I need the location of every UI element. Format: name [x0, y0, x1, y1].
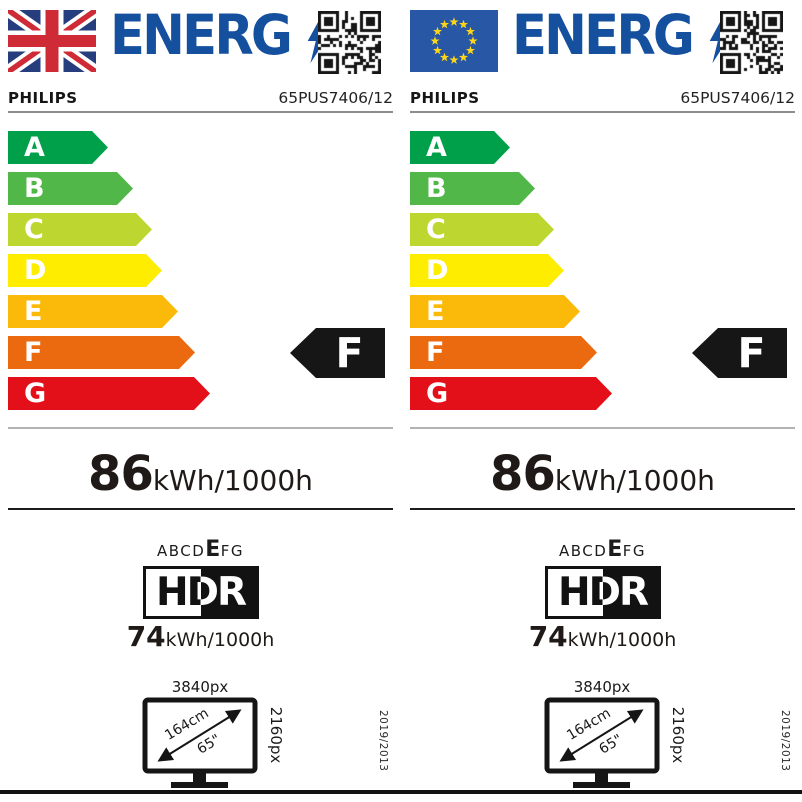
- vertical-resolution: 2160px: [669, 707, 687, 764]
- energy-class-arrow-b: B: [8, 172, 133, 205]
- sdr-consumption: 86 kWh/1000h: [8, 446, 393, 502]
- energy-class-arrow-f: F: [8, 336, 195, 369]
- horizontal-resolution: 3840px: [574, 678, 631, 696]
- class-letter: C: [24, 214, 44, 245]
- class-letter: F: [24, 337, 43, 368]
- hdr-class-scale: ABCD E FG: [410, 537, 795, 562]
- energy-class-arrow-f: F: [410, 336, 597, 369]
- sdr-consumption-value: 86: [490, 446, 556, 502]
- energy-class-arrow-d: D: [8, 254, 162, 287]
- hdr-logo-text: HDR: [155, 570, 247, 615]
- hdr-logo-dark-half: [602, 569, 658, 616]
- regulation-reference: 2019/2013: [779, 710, 791, 772]
- brand-row: PHILIPS 65PUS7406/12: [8, 89, 393, 107]
- hdr-consumption-value: 74: [528, 620, 568, 653]
- eu-flag-icon: [410, 10, 498, 72]
- qr-code: [720, 11, 783, 74]
- class-letter: B: [24, 173, 45, 204]
- model-number: 65PUS7406/12: [680, 89, 795, 107]
- hdr-logo: HDR HDR: [544, 566, 661, 619]
- energ-logo-text: ENERG: [512, 3, 695, 67]
- hdr-class-scale: ABCD E FG: [8, 537, 393, 562]
- energy-class-arrow-e: E: [8, 295, 178, 328]
- hdr-scale-current: E: [607, 537, 623, 562]
- class-letter: E: [24, 296, 43, 327]
- class-letter: F: [426, 337, 445, 368]
- rating-indicator-arrow: F: [290, 328, 385, 378]
- energ-logo: ENERG: [512, 3, 734, 70]
- hdr-logo-dark-half: [200, 569, 256, 616]
- class-letter: D: [426, 255, 449, 286]
- screen-diagram: 3840px 164cm 65" 2160px: [544, 678, 687, 788]
- class-letter: B: [426, 173, 447, 204]
- energy-class-arrow-c: C: [8, 213, 152, 246]
- hdr-consumption: 74 kWh/1000h: [8, 620, 393, 653]
- class-letter: E: [426, 296, 445, 327]
- hdr-consumption-unit: kWh/1000h: [165, 629, 275, 651]
- horizontal-resolution: 3840px: [172, 678, 229, 696]
- hdr-logo-text: HDR: [557, 570, 649, 615]
- hdr-scale-after: FG: [220, 542, 245, 560]
- rating-indicator-arrow: F: [692, 328, 787, 378]
- regulation-reference: 2019/2013: [377, 710, 389, 772]
- consumption-divider: [410, 508, 795, 510]
- energy-class-arrow-g: G: [8, 377, 210, 410]
- scale-divider: [410, 427, 795, 429]
- class-letter: D: [24, 255, 47, 286]
- hdr-consumption-value: 74: [126, 620, 166, 653]
- class-letter: A: [426, 132, 447, 163]
- hdr-scale-before: ABCD: [156, 542, 206, 560]
- header-divider: [8, 111, 393, 113]
- brand-row: PHILIPS 65PUS7406/12: [410, 89, 795, 107]
- brand-name: PHILIPS: [410, 89, 480, 107]
- sdr-consumption-unit: kWh/1000h: [152, 464, 313, 497]
- diagonal-arrow: [559, 709, 644, 762]
- tv-stand-neck: [193, 771, 206, 782]
- scale-divider: [8, 427, 393, 429]
- hdr-logo-text-inverse: HDR: [557, 570, 650, 615]
- energy-class-arrow-g: G: [410, 377, 612, 410]
- hdr-consumption-unit: kWh/1000h: [567, 629, 677, 651]
- class-letter: C: [426, 214, 446, 245]
- diagonal-arrow: [157, 709, 242, 762]
- vertical-resolution: 2160px: [267, 707, 285, 764]
- hdr-logo: HDR HDR: [142, 566, 259, 619]
- energy-label-uk: ENERG PHILIPS 65PUS7406/12 A B C D E F G…: [8, 0, 393, 802]
- energy-class-arrow-c: C: [410, 213, 554, 246]
- model-number: 65PUS7406/12: [278, 89, 393, 107]
- class-letter: A: [24, 132, 45, 163]
- hdr-scale-before: ABCD: [558, 542, 608, 560]
- sdr-consumption-value: 86: [88, 446, 154, 502]
- sdr-consumption-unit: kWh/1000h: [554, 464, 715, 497]
- bottom-border-bar: [0, 790, 802, 794]
- hdr-logo-text-inverse: HDR: [155, 570, 248, 615]
- hdr-scale-after: FG: [622, 542, 647, 560]
- sdr-consumption: 86 kWh/1000h: [410, 446, 795, 502]
- energ-logo: ENERG: [110, 3, 332, 70]
- class-letter: G: [426, 378, 449, 409]
- header-divider: [410, 111, 795, 113]
- screen-diagram: 3840px 164cm 65" 2160px: [142, 678, 285, 788]
- energy-class-arrow-a: A: [410, 131, 510, 164]
- energy-class-arrow-b: B: [410, 172, 535, 205]
- energy-class-arrow-d: D: [410, 254, 564, 287]
- tv-stand-neck: [595, 771, 608, 782]
- hdr-scale-current: E: [205, 537, 221, 562]
- consumption-divider: [8, 508, 393, 510]
- energy-label-eu: ENERG PHILIPS 65PUS7406/12 A B C D E F G…: [410, 0, 795, 802]
- qr-code: [318, 11, 381, 74]
- uk-flag-icon: [8, 10, 96, 72]
- hdr-consumption: 74 kWh/1000h: [410, 620, 795, 653]
- tv-stand-base: [171, 782, 228, 788]
- energy-class-arrow-a: A: [8, 131, 108, 164]
- energ-logo-text: ENERG: [110, 3, 293, 67]
- brand-name: PHILIPS: [8, 89, 78, 107]
- class-letter: G: [24, 378, 47, 409]
- tv-stand-base: [573, 782, 630, 788]
- energy-class-arrow-e: E: [410, 295, 580, 328]
